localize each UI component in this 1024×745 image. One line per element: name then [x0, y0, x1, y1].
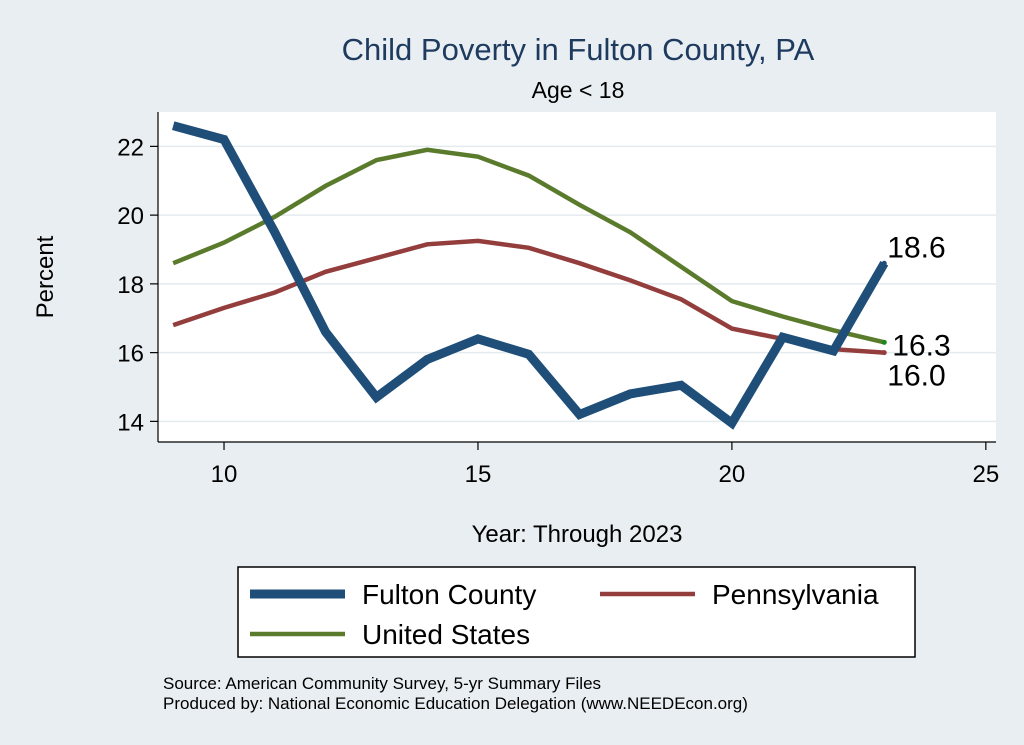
series-line-united-states: [172, 147, 885, 345]
end-point: [881, 339, 887, 345]
x-tick-label: 10: [211, 461, 238, 488]
series-line-fulton-county: [172, 121, 889, 430]
end-label-pennsylvania: 16.0: [887, 360, 945, 393]
series-lines: [172, 121, 889, 430]
y-tick-label: 22: [117, 134, 144, 161]
end-point: [881, 260, 887, 266]
end-point: [881, 350, 887, 356]
x-tick-label: 20: [719, 461, 746, 488]
chart-subtitle: Age < 18: [532, 77, 625, 103]
plot-area: [158, 112, 996, 442]
x-axis-label: Year: Through 2023: [472, 521, 683, 548]
end-labels: 18.6 16.016.3: [887, 231, 950, 392]
legend-label-united-states: United States: [362, 619, 530, 650]
produced-by-note: Produced by: National Economic Education…: [163, 694, 748, 713]
x-tick-label: 15: [465, 461, 492, 488]
chart-title: Child Poverty in Fulton County, PA: [342, 32, 815, 67]
legend: Fulton County Pennsylvania United States: [250, 579, 879, 650]
y-tick-label: 14: [117, 409, 144, 436]
legend-box: [237, 566, 916, 658]
y-tick-label: 20: [117, 203, 144, 230]
y-tick-label: 16: [117, 341, 144, 368]
y-axis-label: Percent: [32, 235, 59, 318]
source-note: Source: American Community Survey, 5-yr …: [163, 674, 601, 693]
y-tick-label: 18: [117, 272, 144, 299]
legend-label-fulton-county: Fulton County: [362, 579, 536, 610]
end-label-fulton-county: 18.6: [887, 231, 945, 264]
end-label-united-states: 16.3: [892, 329, 950, 362]
x-tick-label: 25: [972, 461, 999, 488]
legend-label-pennsylvania: Pennsylvania: [712, 579, 879, 610]
series-line-pennsylvania: [172, 238, 885, 355]
axes: 14 16 18 20 22 10 15 20 25: [117, 112, 999, 488]
